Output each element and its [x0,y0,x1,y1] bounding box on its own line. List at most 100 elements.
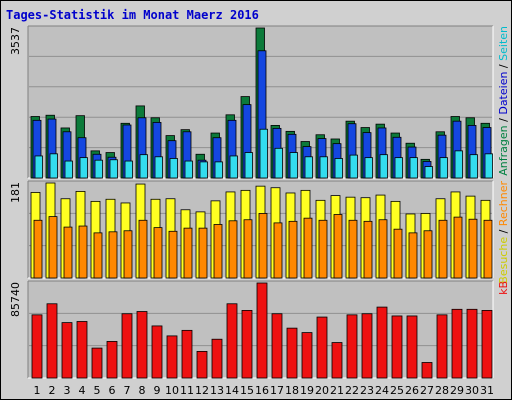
bar-rechner [243,219,253,279]
bar-kb [466,308,478,379]
bar-rechner [378,219,388,279]
bar-kb [406,315,418,379]
bar-seiten-rect [214,161,223,179]
bar-kb-rect [376,306,388,379]
bar-kb [166,335,178,379]
x-tick-label: 18 [285,384,299,397]
bar-rechner [153,227,163,279]
x-tick-label: 27 [420,384,434,397]
bar-kb-rect [46,303,58,379]
bar-kb [376,306,388,379]
bar-kb [331,342,343,379]
bar-seiten-rect [199,161,208,179]
bar-seiten-rect [109,159,118,179]
bar-seiten [274,147,283,179]
legend-top: Anfragen / Dateien / Seiten [497,26,510,176]
bar-seiten [199,161,208,179]
bar-kb-rect [91,347,103,379]
bar-seiten-rect [439,157,448,179]
bar-kb-rect [211,338,223,379]
bar-seiten [64,160,73,179]
bar-rechner-rect [33,219,43,279]
bar-kb-rect [106,341,118,379]
bar-rechner [348,219,358,279]
bar-rechner [273,222,283,279]
bar-kb-rect [256,282,268,379]
bar-rechner [333,214,343,279]
bar-kb-rect [241,310,253,379]
bar-kb [271,313,283,379]
legend-top-part: / [497,61,510,72]
bar-kb-rect [61,322,73,379]
bar-seiten [244,152,253,179]
bar-seiten-rect [274,147,283,179]
bar-kb-rect [196,351,208,379]
x-tick-label: 22 [345,384,359,397]
ylabel-bottom-max: 85740 [9,282,22,317]
bar-kb-rect [226,303,238,379]
bar-rechner-rect [168,230,178,279]
bar-rechner-rect [78,225,88,279]
bar-rechner-rect [438,219,448,279]
bar-kb [301,332,313,379]
bar-kb-rect [421,362,433,379]
bar-seiten-rect [64,160,73,179]
bar-rechner-rect [288,220,298,279]
x-tick-label: 16 [255,384,269,397]
bar-rechner [48,216,58,279]
bar-seiten [124,160,133,179]
bar-rechner-rect [213,224,223,279]
legend-bottom-part: kB [497,281,510,295]
bar-seiten [304,156,313,179]
bar-seiten [259,128,268,179]
bar-rechner [303,217,313,279]
bar-seiten-rect [409,157,418,179]
bar-rechner-rect [153,227,163,279]
bar-rechner [123,230,133,279]
bar-kb [286,327,298,379]
legend-middle: Besuche / Rechner [497,181,510,284]
bar-kb-rect [391,315,403,379]
bar-seiten [319,156,328,179]
bar-seiten-rect [259,128,268,179]
bar-kb-rect [466,308,478,379]
bar-seiten [154,156,163,179]
bar-rechner-rect [93,232,103,279]
bar-kb [451,308,463,379]
bar-kb [31,314,43,379]
bar-seiten-rect [139,154,148,179]
bar-kb [241,310,253,379]
bar-seiten [109,159,118,179]
bar-rechner-rect [123,230,133,279]
x-tick-label: 23 [360,384,374,397]
bar-rechner-rect [228,220,238,279]
bar-rechner-rect [273,222,283,279]
bar-kb [91,347,103,379]
bar-seiten-rect [484,153,493,179]
bar-rechner-rect [363,220,373,279]
x-tick-label: 1 [34,384,41,397]
bar-seiten-rect [34,155,43,179]
bar-rechner-rect [258,213,268,279]
bar-rechner-rect [348,219,358,279]
x-tick-label: 10 [165,384,179,397]
bar-rechner-rect [138,219,148,279]
bar-seiten-rect [184,160,193,179]
bar-rechner [78,225,88,279]
bar-rechner [438,219,448,279]
bar-rechner [138,219,148,279]
bar-seiten-rect [364,157,373,179]
ylabel-middle-max: 181 [9,182,22,203]
bar-seiten-rect [424,166,433,179]
bar-seiten-rect [124,160,133,179]
bar-seiten-rect [289,152,298,179]
x-tick-label: 24 [375,384,389,397]
bar-rechner [258,213,268,279]
bar-seiten [34,155,43,179]
bar-rechner-rect [243,219,253,279]
bar-kb-rect [271,313,283,379]
bar-kb-rect [181,329,193,379]
bar-rechner-rect [468,218,478,279]
bar-rechner [63,226,73,279]
